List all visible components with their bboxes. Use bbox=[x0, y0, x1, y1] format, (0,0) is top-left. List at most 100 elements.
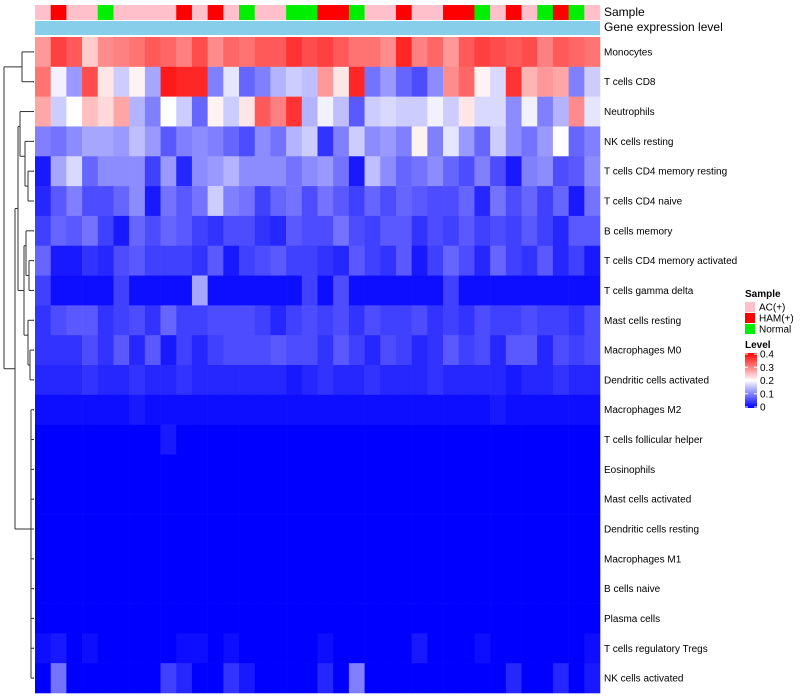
sample-annotation-cell bbox=[411, 5, 428, 20]
heatmap-cell bbox=[144, 514, 161, 545]
heatmap-cell bbox=[254, 603, 271, 634]
heatmap-cell bbox=[301, 633, 318, 664]
heatmap-cell bbox=[82, 603, 99, 634]
heatmap-cell bbox=[411, 96, 428, 127]
heatmap-cell bbox=[191, 245, 208, 276]
heatmap-cell bbox=[317, 365, 334, 396]
heatmap-cell bbox=[97, 66, 114, 97]
heatmap-cell bbox=[490, 215, 507, 247]
heatmap-cell bbox=[505, 514, 522, 545]
heatmap-cell bbox=[505, 573, 522, 604]
heatmap-cell bbox=[505, 245, 522, 276]
heatmap-cell bbox=[317, 275, 334, 306]
heatmap-cell bbox=[521, 245, 538, 276]
heatmap-cell bbox=[427, 365, 444, 396]
heatmap-cell bbox=[411, 126, 428, 157]
heatmap-cell bbox=[427, 275, 444, 306]
heatmap-cell bbox=[286, 335, 303, 366]
heatmap-cell bbox=[552, 186, 569, 217]
heatmap-cell bbox=[380, 603, 397, 634]
heatmap-cell bbox=[552, 603, 569, 634]
heatmap-cell bbox=[395, 663, 412, 694]
heatmap-cell bbox=[207, 37, 224, 68]
heatmap-cell bbox=[584, 663, 601, 694]
heatmap-cell bbox=[521, 454, 538, 485]
heatmap-cell bbox=[364, 543, 381, 575]
heatmap-cell bbox=[191, 633, 208, 664]
heatmap-cell bbox=[584, 66, 601, 97]
heatmap-cell bbox=[427, 96, 444, 127]
heatmap-cell bbox=[129, 275, 146, 306]
heatmap-cell bbox=[160, 573, 177, 604]
heatmap-cell bbox=[270, 424, 287, 455]
heatmap-cell bbox=[521, 633, 538, 664]
row-dendrogram bbox=[3, 51, 34, 679]
heatmap-cell bbox=[552, 514, 569, 545]
heatmap-cell bbox=[537, 66, 554, 97]
heatmap-cell bbox=[176, 335, 193, 366]
heatmap-cell bbox=[301, 663, 318, 694]
heatmap-cell bbox=[474, 603, 491, 634]
heatmap-cell bbox=[160, 365, 177, 396]
heatmap-cell bbox=[207, 275, 224, 306]
heatmap-cell bbox=[380, 305, 397, 336]
heatmap-cell bbox=[411, 186, 428, 217]
heatmap-cell bbox=[239, 603, 256, 634]
heatmap-cell bbox=[239, 126, 256, 157]
heatmap-cell bbox=[443, 126, 460, 157]
heatmap-cell bbox=[176, 96, 193, 127]
heatmap-cell bbox=[144, 394, 161, 425]
heatmap-cell bbox=[537, 543, 554, 575]
heatmap-cell bbox=[191, 186, 208, 217]
heatmap-cell bbox=[443, 424, 460, 455]
heatmap-cell bbox=[521, 305, 538, 336]
heatmap-cell bbox=[348, 245, 365, 276]
heatmap-cell bbox=[568, 275, 585, 306]
heatmap-cell bbox=[568, 424, 585, 455]
heatmap-cell bbox=[286, 603, 303, 634]
heatmap-cell bbox=[176, 514, 193, 545]
heatmap-cell bbox=[474, 543, 491, 575]
heatmap-cell bbox=[286, 394, 303, 425]
heatmap-cell bbox=[568, 96, 585, 127]
heatmap-cell bbox=[348, 454, 365, 485]
heatmap-cell bbox=[490, 633, 507, 664]
heatmap-cell bbox=[191, 394, 208, 425]
heatmap-cell bbox=[144, 365, 161, 396]
heatmap-cell bbox=[474, 573, 491, 604]
heatmap-cell bbox=[66, 663, 83, 694]
heatmap-cell bbox=[458, 603, 475, 634]
row-label: T cells regulatory Tregs bbox=[604, 644, 708, 655]
heatmap-cell bbox=[270, 275, 287, 306]
heatmap-cell bbox=[207, 305, 224, 336]
heatmap-cell bbox=[223, 156, 240, 187]
heatmap-cell bbox=[191, 96, 208, 127]
heatmap-cell bbox=[191, 37, 208, 68]
heatmap-cell bbox=[66, 96, 83, 127]
sample-annotation-cell bbox=[521, 5, 538, 20]
heatmap-cell bbox=[286, 96, 303, 127]
heatmap-cell bbox=[144, 603, 161, 634]
sample-annotation-cell bbox=[537, 5, 554, 20]
heatmap-cell bbox=[35, 156, 51, 187]
heatmap-cell bbox=[364, 96, 381, 127]
sample-annotation-cell bbox=[364, 5, 381, 20]
heatmap-cell bbox=[490, 663, 507, 694]
heatmap-cell bbox=[443, 96, 460, 127]
row-label: T cells follicular helper bbox=[604, 435, 703, 446]
heatmap-cell bbox=[160, 633, 177, 664]
heatmap-cell bbox=[411, 365, 428, 396]
heatmap-cell bbox=[317, 96, 334, 127]
heatmap-cell bbox=[97, 603, 114, 634]
heatmap-cell bbox=[584, 543, 601, 575]
heatmap-cell bbox=[505, 156, 522, 187]
heatmap-cell bbox=[552, 126, 569, 157]
heatmap-cell bbox=[223, 394, 240, 425]
heatmap-cell bbox=[66, 126, 83, 157]
heatmap-cell bbox=[35, 394, 51, 425]
sample-annotation-cell bbox=[505, 5, 522, 20]
heatmap-cell bbox=[458, 126, 475, 157]
heatmap-cell bbox=[568, 633, 585, 664]
heatmap-cell bbox=[552, 484, 569, 515]
heatmap-cell bbox=[537, 663, 554, 694]
